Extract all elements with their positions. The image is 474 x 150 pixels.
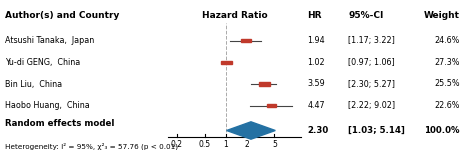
Text: Hazard Ratio: Hazard Ratio	[202, 11, 267, 20]
Text: Bin Liu,  China: Bin Liu, China	[5, 80, 62, 88]
Text: [1.03; 5.14]: [1.03; 5.14]	[348, 126, 405, 135]
Text: HR: HR	[307, 11, 322, 20]
Text: 2: 2	[245, 140, 249, 149]
Text: [0.97; 1.06]: [0.97; 1.06]	[348, 58, 395, 67]
Text: 1.02: 1.02	[307, 58, 325, 67]
Bar	[221, 60, 232, 64]
Text: 1: 1	[223, 140, 228, 149]
Bar	[266, 104, 275, 107]
Text: 0.2: 0.2	[171, 140, 183, 149]
Text: 100.0%: 100.0%	[424, 126, 460, 135]
Text: 95%-CI: 95%-CI	[348, 11, 384, 20]
Text: 2.30: 2.30	[307, 126, 328, 135]
Text: Author(s) and Country: Author(s) and Country	[5, 11, 119, 20]
Text: 3.59: 3.59	[307, 80, 325, 88]
Text: 24.6%: 24.6%	[434, 36, 460, 45]
Text: 27.3%: 27.3%	[434, 58, 460, 67]
Text: 5: 5	[272, 140, 277, 149]
Text: 1.94: 1.94	[307, 36, 325, 45]
Text: 25.5%: 25.5%	[434, 80, 460, 88]
Polygon shape	[227, 122, 275, 139]
Text: 4.47: 4.47	[307, 101, 325, 110]
Text: Atsushi Tanaka,  Japan: Atsushi Tanaka, Japan	[5, 36, 94, 45]
Text: Yu-di GENG,  China: Yu-di GENG, China	[5, 58, 80, 67]
Bar	[259, 82, 270, 86]
Text: 0.5: 0.5	[199, 140, 211, 149]
Text: 22.6%: 22.6%	[434, 101, 460, 110]
Text: Haobo Huang,  China: Haobo Huang, China	[5, 101, 90, 110]
Bar	[241, 39, 251, 42]
Text: [1.17; 3.22]: [1.17; 3.22]	[348, 36, 395, 45]
Text: Random effects model: Random effects model	[5, 118, 114, 127]
Text: Weight: Weight	[424, 11, 460, 20]
Text: [2.30; 5.27]: [2.30; 5.27]	[348, 80, 395, 88]
Text: Heterogeneity: I² = 95%, χ²₃ = 57.76 (p < 0.01): Heterogeneity: I² = 95%, χ²₃ = 57.76 (p …	[5, 142, 178, 150]
Text: [2.22; 9.02]: [2.22; 9.02]	[348, 101, 395, 110]
